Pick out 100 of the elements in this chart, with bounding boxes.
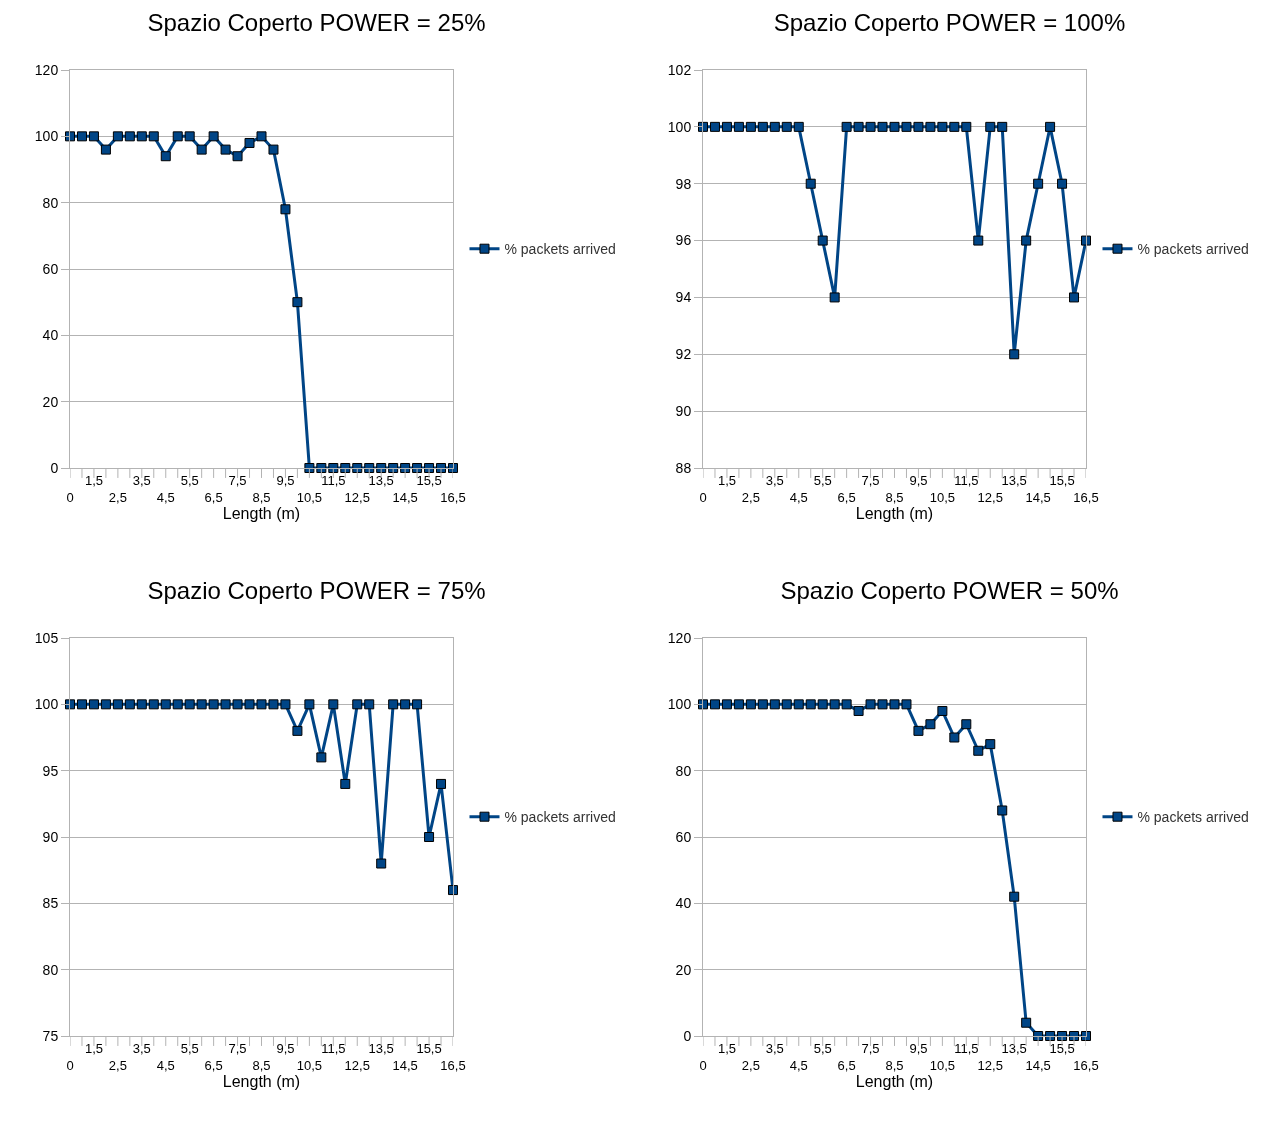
x-tick-label: 8,5 [885,489,904,505]
point [781,699,792,710]
point [124,131,135,142]
x-axis-title: Length (m) [222,505,301,523]
x-tick-label: 6,5 [837,489,856,505]
point [172,699,183,710]
point [805,699,816,710]
point [400,699,411,710]
x-tick-label: 16,5 [1073,1057,1099,1073]
point [1069,292,1080,303]
point [829,292,840,303]
point [388,699,399,710]
point [412,699,423,710]
y-tick-label: 100 [34,696,59,713]
x-tick-label: 8,5 [885,1057,904,1073]
y-tick-label: 96 [675,232,692,249]
point [436,778,447,789]
x-tick-label: 1,5 [717,1040,736,1056]
point [937,121,948,132]
y-tick-label: 95 [42,762,59,779]
point [160,699,171,710]
point [817,235,828,246]
point [280,699,291,710]
point [877,699,888,710]
point [88,699,99,710]
point [352,463,363,473]
x-tick-label: 5,5 [180,472,199,488]
y-tick-label: 105 [34,629,59,646]
x-tick-label: 4,5 [789,1057,808,1073]
point [1009,891,1020,902]
point [244,699,255,710]
point [949,732,960,743]
y-tick-label: 60 [675,828,692,845]
point [364,699,375,710]
point [100,699,111,710]
point [901,699,912,710]
point [961,121,972,132]
x-axis-title: Length (m) [222,1073,301,1091]
point [709,121,720,132]
x-tick-label: 7,5 [861,1040,880,1056]
y-tick-label: 100 [667,118,692,135]
point [232,151,243,162]
point [733,121,744,132]
y-tick-label: 60 [42,260,59,277]
point [448,463,458,473]
x-tick-label: 9,5 [909,472,928,488]
point [352,699,363,710]
point [733,699,744,710]
x-tick-label: 13,5 [1001,1040,1027,1056]
point [913,725,924,736]
point [841,699,852,710]
x-tick-label: 0 [66,1057,74,1073]
point [997,121,1008,132]
x-tick-label: 8,5 [252,1057,271,1073]
y-tick-label: 80 [675,762,692,779]
point [136,699,147,710]
point [208,131,219,142]
point [1081,235,1091,246]
point [997,805,1008,816]
point [877,121,888,132]
x-tick-label: 5,5 [813,1040,832,1056]
point [304,463,315,473]
y-tick-label: 0 [683,1027,692,1044]
x-tick-label: 15,5 [1049,472,1075,488]
point [745,699,756,710]
point [937,705,948,716]
y-tick-label: 40 [675,895,692,912]
x-tick-label: 13,5 [368,1040,394,1056]
y-tick-label: 90 [42,828,59,845]
point [292,297,303,308]
x-tick-label: 16,5 [440,1057,466,1073]
x-tick-label: 14,5 [392,489,418,505]
x-tick-label: 11,5 [321,472,346,488]
y-tick-label: 80 [42,194,59,211]
x-tick-label: 11,5 [954,472,979,488]
x-tick-label: 10,5 [929,1057,956,1073]
point [100,144,111,155]
x-tick-label: 15,5 [1049,1040,1075,1056]
point [304,699,315,710]
point [280,204,291,215]
point [769,699,780,710]
x-tick-label: 2,5 [108,489,127,505]
x-tick-label: 3,5 [132,1040,151,1056]
point [973,745,984,756]
y-tick-label: 20 [42,393,59,410]
point [124,699,135,710]
point [232,699,243,710]
x-tick-label: 7,5 [861,472,880,488]
x-tick-label: 10,5 [296,1057,323,1073]
y-tick-label: 100 [667,696,692,713]
point [709,699,720,710]
point [961,719,972,730]
x-tick-label: 6,5 [837,1057,856,1073]
point [316,752,327,763]
point [160,151,171,162]
point [184,699,195,710]
y-tick-label: 100 [34,128,59,145]
point [268,699,279,710]
x-tick-label: 14,5 [1025,489,1051,505]
x-tick-label: 1,5 [717,472,736,488]
